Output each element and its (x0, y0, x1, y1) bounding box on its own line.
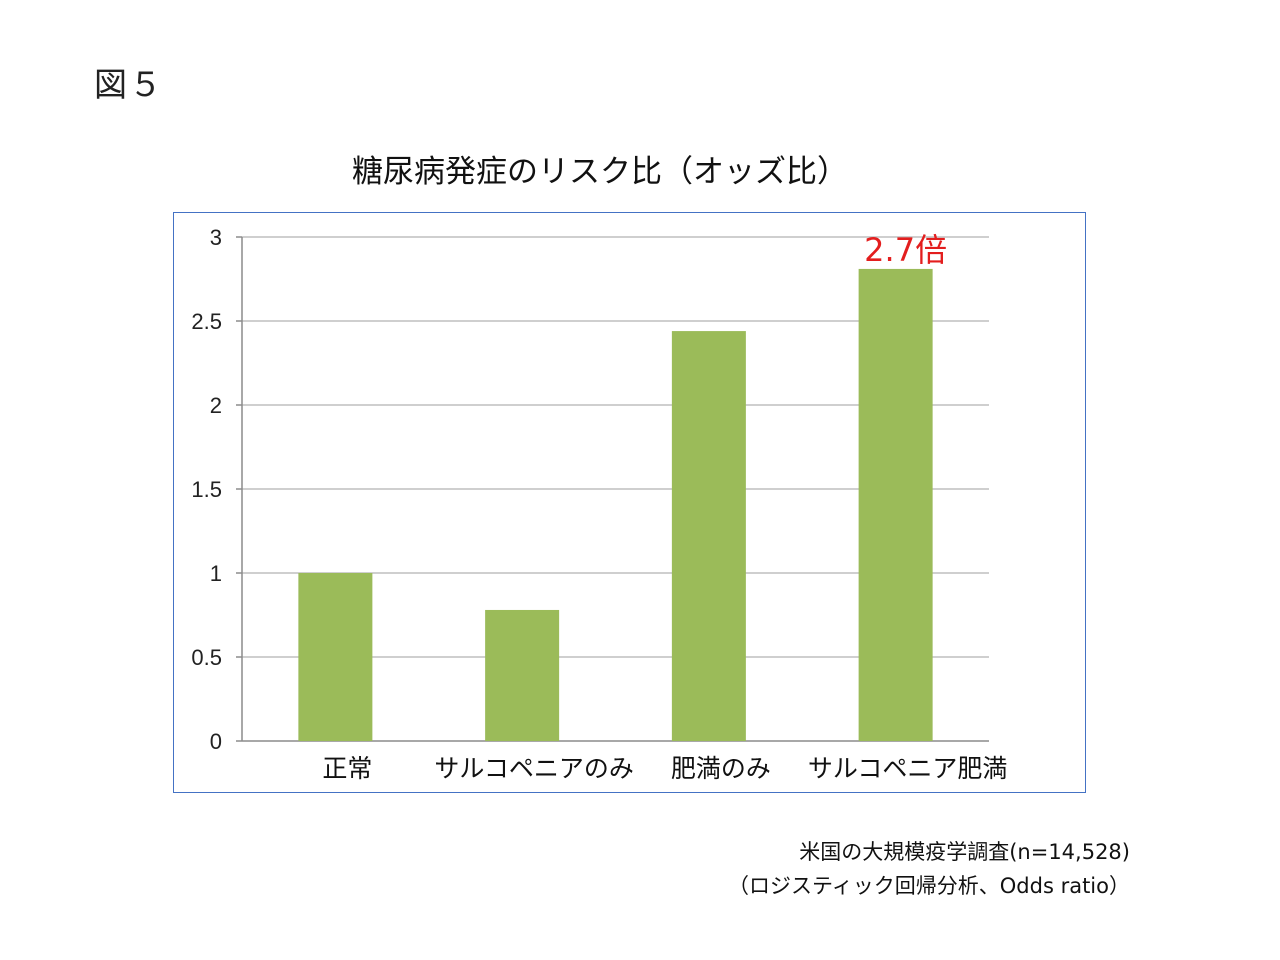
bar (298, 573, 373, 741)
y-tick-label: 1.5 (191, 477, 222, 502)
y-tick-label: 0 (210, 729, 222, 754)
y-tick-label: 0.5 (191, 645, 222, 670)
y-tick-label: 2.5 (191, 309, 222, 334)
figure-label: 図５ (94, 65, 164, 104)
bar-annotation: 2.7倍 (864, 231, 947, 269)
y-tick-label: 2 (210, 393, 222, 418)
x-tick-label: 肥満のみ (671, 754, 771, 783)
y-tick-label: 3 (210, 225, 222, 250)
bar (485, 609, 560, 741)
bar (671, 331, 746, 741)
x-tick-label: 正常 (322, 754, 372, 783)
chart-title: 糖尿病発症のリスク比（オッズ比） (352, 154, 848, 190)
source-note: 米国の大規模疫学調査(n=14,528) （ロジスティック回帰分析、Odds r… (728, 835, 1130, 903)
y-tick-label: 1 (210, 561, 222, 586)
bar (858, 268, 933, 741)
chart-frame: 0 0.5 1 1.5 2 2.5 3 正常 サルコペニアのみ 肥満のみ サルコペニア肥満 2.7倍 (173, 212, 1086, 793)
bar-chart-svg: 0 0.5 1 1.5 2 2.5 3 正常 サルコペニアのみ 肥満のみ サルコペニア肥満 2.7倍 (191, 225, 1008, 783)
x-tick-label: サルコペニアのみ (434, 754, 634, 783)
source-line-1: 米国の大規模疫学調査(n=14,528) (799, 840, 1130, 864)
x-tick-label: サルコペニア肥満 (808, 754, 1008, 783)
source-line-2: （ロジスティック回帰分析、Odds ratio） (728, 874, 1130, 898)
